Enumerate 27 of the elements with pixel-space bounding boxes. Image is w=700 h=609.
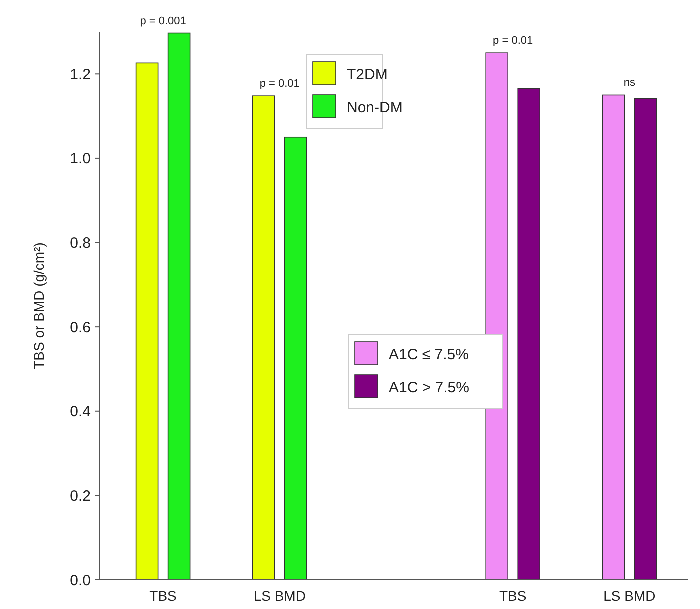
legend-label: A1C > 7.5% [389,379,470,396]
legend-label: T2DM [347,66,388,84]
bar [136,62,159,580]
legend-label: A1C ≤ 7.5% [389,346,469,364]
y-tick-label: 1.2 [70,66,91,84]
x-tick-label: TBS [150,588,177,604]
bar [284,136,308,580]
x-tick-label: TBS [499,588,527,604]
annotation: p = 0.01 [260,78,300,90]
text: p = 0.001 [140,15,186,28]
annotation: p = 0.01 [493,35,534,48]
bar [634,98,658,580]
annotation: ns [624,77,636,90]
x-tick-label: LS BMD [254,588,306,604]
bar [168,32,191,580]
y-tick-label: 1.0 [70,150,91,168]
legend-label: Non-DM [347,99,403,116]
bar [602,94,626,580]
y-tick-label: 0.6 [70,319,91,336]
y-tick-label: 0.8 [70,235,91,252]
bar [518,88,540,580]
y-axis-title: TBS or BMD (g/cm²) [31,242,47,370]
x-tick-label: LS BMD [604,588,656,604]
y-tick-label: 0.4 [70,404,91,421]
y-tick-label: 0.2 [70,488,91,505]
y-tick-label: 0.0 [70,572,91,590]
bar [252,96,276,580]
